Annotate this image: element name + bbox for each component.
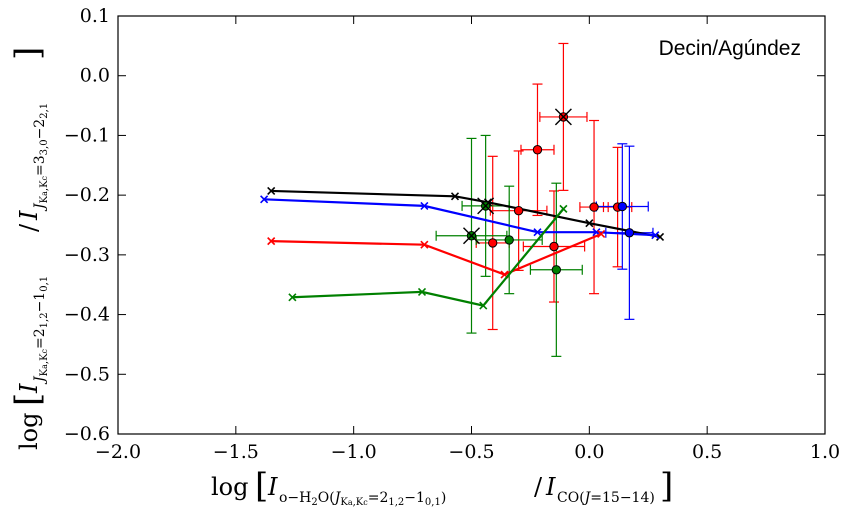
model-marker-green-b xyxy=(288,293,297,302)
model-marker-black-b xyxy=(450,192,460,201)
highlight-cross-b xyxy=(554,108,572,126)
model-marker-black xyxy=(585,219,594,228)
y-tick-label: −0.2 xyxy=(64,184,110,206)
x-tick-label: −1.5 xyxy=(213,441,259,463)
model-marker-blue-b xyxy=(592,228,601,237)
model-annotation: Decin/Agúndez xyxy=(659,37,801,60)
model-marker-red-b xyxy=(420,240,429,249)
model-marker-blue xyxy=(533,228,542,237)
x-tick-label: 1.0 xyxy=(810,441,840,463)
model-line-green xyxy=(292,208,565,307)
svg-text:I: I xyxy=(15,383,43,394)
model-marker-red xyxy=(597,229,606,239)
observed-point xyxy=(617,201,628,212)
svg-text:log: log xyxy=(211,473,249,501)
model-marker-green xyxy=(559,204,568,213)
model-marker-blue xyxy=(260,195,269,204)
model-line-red xyxy=(271,232,602,276)
observed-point xyxy=(532,145,543,155)
model-marker-green xyxy=(288,293,297,302)
observed-point xyxy=(624,228,635,238)
x-tick-label: −1.0 xyxy=(331,441,377,463)
model-marker-green-b xyxy=(559,204,568,213)
model-marker-black-b xyxy=(585,219,594,228)
y-tick-label: −0.4 xyxy=(64,304,110,326)
x-axis-label: log [ I o−H2O(JKa,Kc=21,2−10,1) / I CO(J… xyxy=(211,466,673,508)
svg-text:/: / xyxy=(15,223,43,232)
svg-text:JKa,Kc=21,2−10,1: JKa,Kc=21,2−10,1 xyxy=(32,276,50,385)
model-marker-blue-b xyxy=(533,228,542,237)
model-marker-red-b xyxy=(267,237,276,246)
y-tick-label: 0.1 xyxy=(80,5,110,27)
model-marker-blue xyxy=(651,231,660,240)
svg-text:log: log xyxy=(15,413,43,451)
model-marker-red xyxy=(267,237,276,246)
model-marker-black xyxy=(655,232,665,242)
highlight-cross xyxy=(554,108,572,126)
model-marker-black xyxy=(267,186,276,196)
y-tick-label: −0.1 xyxy=(64,124,110,146)
svg-text:]: ] xyxy=(8,47,48,60)
model-marker-black-b xyxy=(267,186,276,196)
svg-text:/: / xyxy=(534,473,543,501)
highlight-cross-b xyxy=(463,227,480,245)
model-marker-red-b xyxy=(597,229,606,239)
model-marker-blue xyxy=(420,201,429,210)
svg-text:[: [ xyxy=(8,393,48,406)
observed-point xyxy=(549,241,559,252)
model-marker-blue-b xyxy=(651,231,660,240)
model-marker-blue-b xyxy=(260,195,269,204)
svg-text:CO(J=15−14): CO(J=15−14) xyxy=(557,490,655,506)
observed-point xyxy=(551,265,562,275)
highlight-cross-b xyxy=(477,197,495,215)
model-marker-black-b xyxy=(655,232,665,242)
svg-text:I: I xyxy=(545,473,556,501)
svg-text:[: [ xyxy=(255,466,268,506)
model-marker-blue-b xyxy=(420,201,429,210)
highlight-cross xyxy=(477,197,495,215)
model-marker-black xyxy=(450,192,460,201)
x-tick-label: −0.5 xyxy=(448,441,494,463)
svg-text:JKa,Kc=33,0−22,1: JKa,Kc=33,0−22,1 xyxy=(32,103,50,212)
x-tick-label: 0.0 xyxy=(574,441,604,463)
model-marker-green-b xyxy=(417,287,427,296)
plot-content xyxy=(260,42,665,357)
model-marker-red-b xyxy=(500,270,509,279)
y-tick-label: −0.3 xyxy=(64,244,110,266)
svg-text:I: I xyxy=(267,473,278,501)
svg-text:I: I xyxy=(15,210,43,221)
model-marker-red xyxy=(420,240,429,249)
observed-point xyxy=(589,202,599,212)
observed-point xyxy=(513,205,524,216)
y-axis-label: log [ I JKa,Kc=21,2−10,1 / I JKa,Kc=33,0… xyxy=(8,47,50,450)
y-tick-label: −0.5 xyxy=(64,363,110,385)
axes-ticks: −2.0 −1.5 −1.0 −0.5 0.0 0.5 1.0 −0.6 −0.5 −0.4 −0.… xyxy=(64,5,840,463)
model-marker-green xyxy=(417,287,427,296)
observed-point xyxy=(488,238,498,248)
y-tick-label: −0.6 xyxy=(64,423,110,445)
svg-text:]: ] xyxy=(660,466,673,506)
model-marker-green-b xyxy=(479,301,488,310)
observed-point xyxy=(504,235,514,245)
highlight-cross xyxy=(463,227,480,245)
x-tick-label: 0.5 xyxy=(692,441,722,463)
svg-text:o−H2O(JKa,Kc=21,2−10,1): o−H2O(JKa,Kc=21,2−10,1) xyxy=(279,490,446,508)
model-marker-green xyxy=(479,301,488,310)
x-tick-label: −2.0 xyxy=(95,441,141,463)
y-tick-label: 0.0 xyxy=(80,65,110,87)
